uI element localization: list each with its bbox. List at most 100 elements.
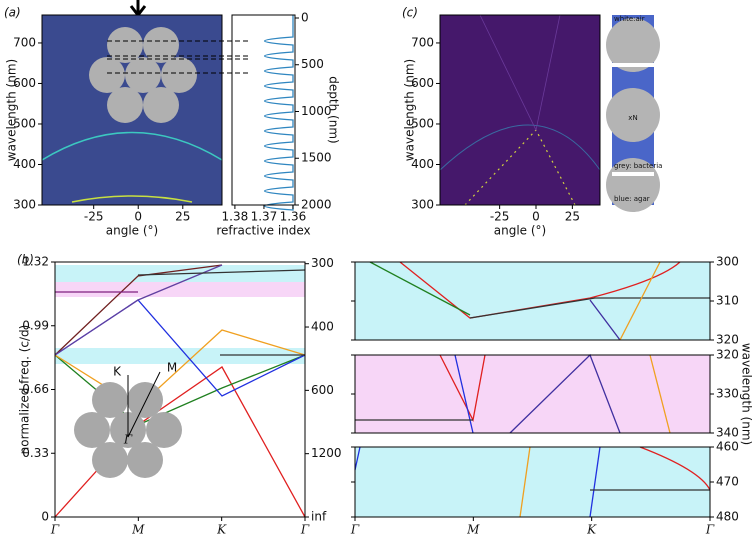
schematic-label: xN: [628, 114, 637, 122]
y-axis-label: wavelength (nm): [5, 59, 19, 161]
panel-label: (c): [402, 6, 418, 20]
y-tick-label: 600: [13, 76, 36, 90]
y-tick-label: 0.99: [22, 318, 49, 332]
x-axis-label: angle (°): [106, 224, 158, 238]
band-curve: [54, 264, 223, 356]
particle: [143, 87, 179, 123]
index-profile: [264, 15, 294, 211]
x-axis-label: angle (°): [494, 224, 546, 238]
y-tick-label: 300: [13, 198, 36, 212]
y-tick-label: 0.66: [22, 382, 49, 396]
band-gap: [355, 355, 710, 433]
y2-tick-label: 1000: [301, 104, 332, 118]
mode-curve: [41, 131, 223, 161]
band-curve: [619, 261, 661, 341]
schematic-label: white:air: [614, 15, 645, 23]
particle: [146, 412, 182, 448]
x-tick-label: Γ: [300, 523, 310, 537]
y-tick-label: 480: [716, 510, 739, 524]
y2-tick-label: 300: [311, 256, 334, 270]
particle: [74, 412, 110, 448]
heatmap: [440, 15, 600, 205]
particle: [92, 382, 128, 418]
y-tick-label: 0: [41, 510, 49, 524]
bz-arrows: [127, 371, 161, 438]
axes-frame: [231, 14, 296, 206]
band-gap: [355, 262, 710, 340]
y2-tick-label: 1500: [301, 151, 332, 165]
mode-curve: [71, 195, 193, 203]
y-tick-label: 500: [13, 116, 36, 130]
bz-label: K: [113, 365, 122, 379]
particle: [89, 57, 125, 93]
y-tick-label: 600: [411, 76, 434, 90]
bz-label: M: [167, 361, 177, 375]
x-tick-label: Γ: [350, 523, 360, 537]
y-tick-label: 500: [411, 116, 434, 130]
x-tick-label: 25: [175, 210, 190, 224]
band-curve: [649, 354, 671, 434]
bz-label: Γ: [123, 433, 133, 447]
particle: [161, 57, 197, 93]
y-tick-label: 470: [716, 475, 739, 489]
band-curve: [639, 446, 711, 491]
particle: [127, 382, 163, 418]
x-tick-label: K: [586, 523, 597, 537]
y-tick-label: 300: [716, 255, 739, 269]
x-tick-label: 1.37: [251, 210, 278, 224]
x-tick-label: Γ: [705, 523, 715, 537]
band-gap: [55, 348, 305, 364]
band-curve: [519, 446, 531, 518]
x-tick-label: M: [466, 523, 480, 537]
particle: [107, 27, 143, 63]
particle: [107, 87, 143, 123]
y2-tick-label: 400: [311, 320, 334, 334]
band-curve: [589, 446, 601, 518]
air-gap: [612, 63, 654, 67]
particle: [606, 88, 660, 142]
band-curve: [399, 261, 681, 319]
x-tick-label: -25: [490, 210, 510, 224]
band-curve: [54, 329, 306, 408]
air-gap: [612, 172, 654, 176]
x-tick-label: Γ: [50, 523, 60, 537]
axes-frame: [54, 261, 306, 518]
band-curve: [354, 446, 361, 471]
axes-frame: [41, 14, 223, 206]
particle: [143, 27, 179, 63]
y-tick-label: 1.32: [22, 255, 49, 269]
y2-tick-label: 1200: [311, 446, 342, 460]
y-tick-label: 400: [411, 157, 434, 171]
y2-tick-label: 2000: [301, 198, 332, 212]
y-tick-label: 400: [13, 157, 36, 171]
x-tick-label: K: [216, 523, 227, 537]
band-gap: [55, 282, 305, 297]
band-gap: [355, 447, 710, 517]
x-axis-label: refractive index: [216, 224, 310, 238]
panel-label: (a): [4, 6, 21, 20]
y-tick-label: 700: [411, 35, 434, 49]
y-tick-label: 330: [716, 387, 739, 401]
x-tick-label: 0: [134, 210, 142, 224]
x-tick-label: M: [131, 523, 145, 537]
incident-arrow: [129, 0, 147, 18]
y-tick-label: 460: [716, 440, 739, 454]
y-tick-label: 300: [411, 198, 434, 212]
band-curve: [369, 261, 471, 316]
schematic-label: grey: bacteria: [614, 162, 662, 170]
y2-tick-label: 600: [311, 383, 334, 397]
y2-tick-label: 500: [301, 57, 324, 71]
particle: [606, 18, 660, 72]
axes-frame: [439, 14, 601, 206]
y-tick-label: 700: [13, 35, 36, 49]
particle: [127, 442, 163, 478]
y-tick-label: 0.33: [22, 446, 49, 460]
schematic-label: blue: agar: [614, 195, 650, 203]
y-axis-label: normalized freq. (c/d): [18, 325, 32, 455]
band-curve: [137, 269, 306, 276]
y2-axis-label: depth (nm): [327, 76, 341, 143]
y-tick-label: 310: [716, 294, 739, 308]
particle: [606, 158, 660, 212]
y2-tick-label: 0: [301, 10, 309, 24]
